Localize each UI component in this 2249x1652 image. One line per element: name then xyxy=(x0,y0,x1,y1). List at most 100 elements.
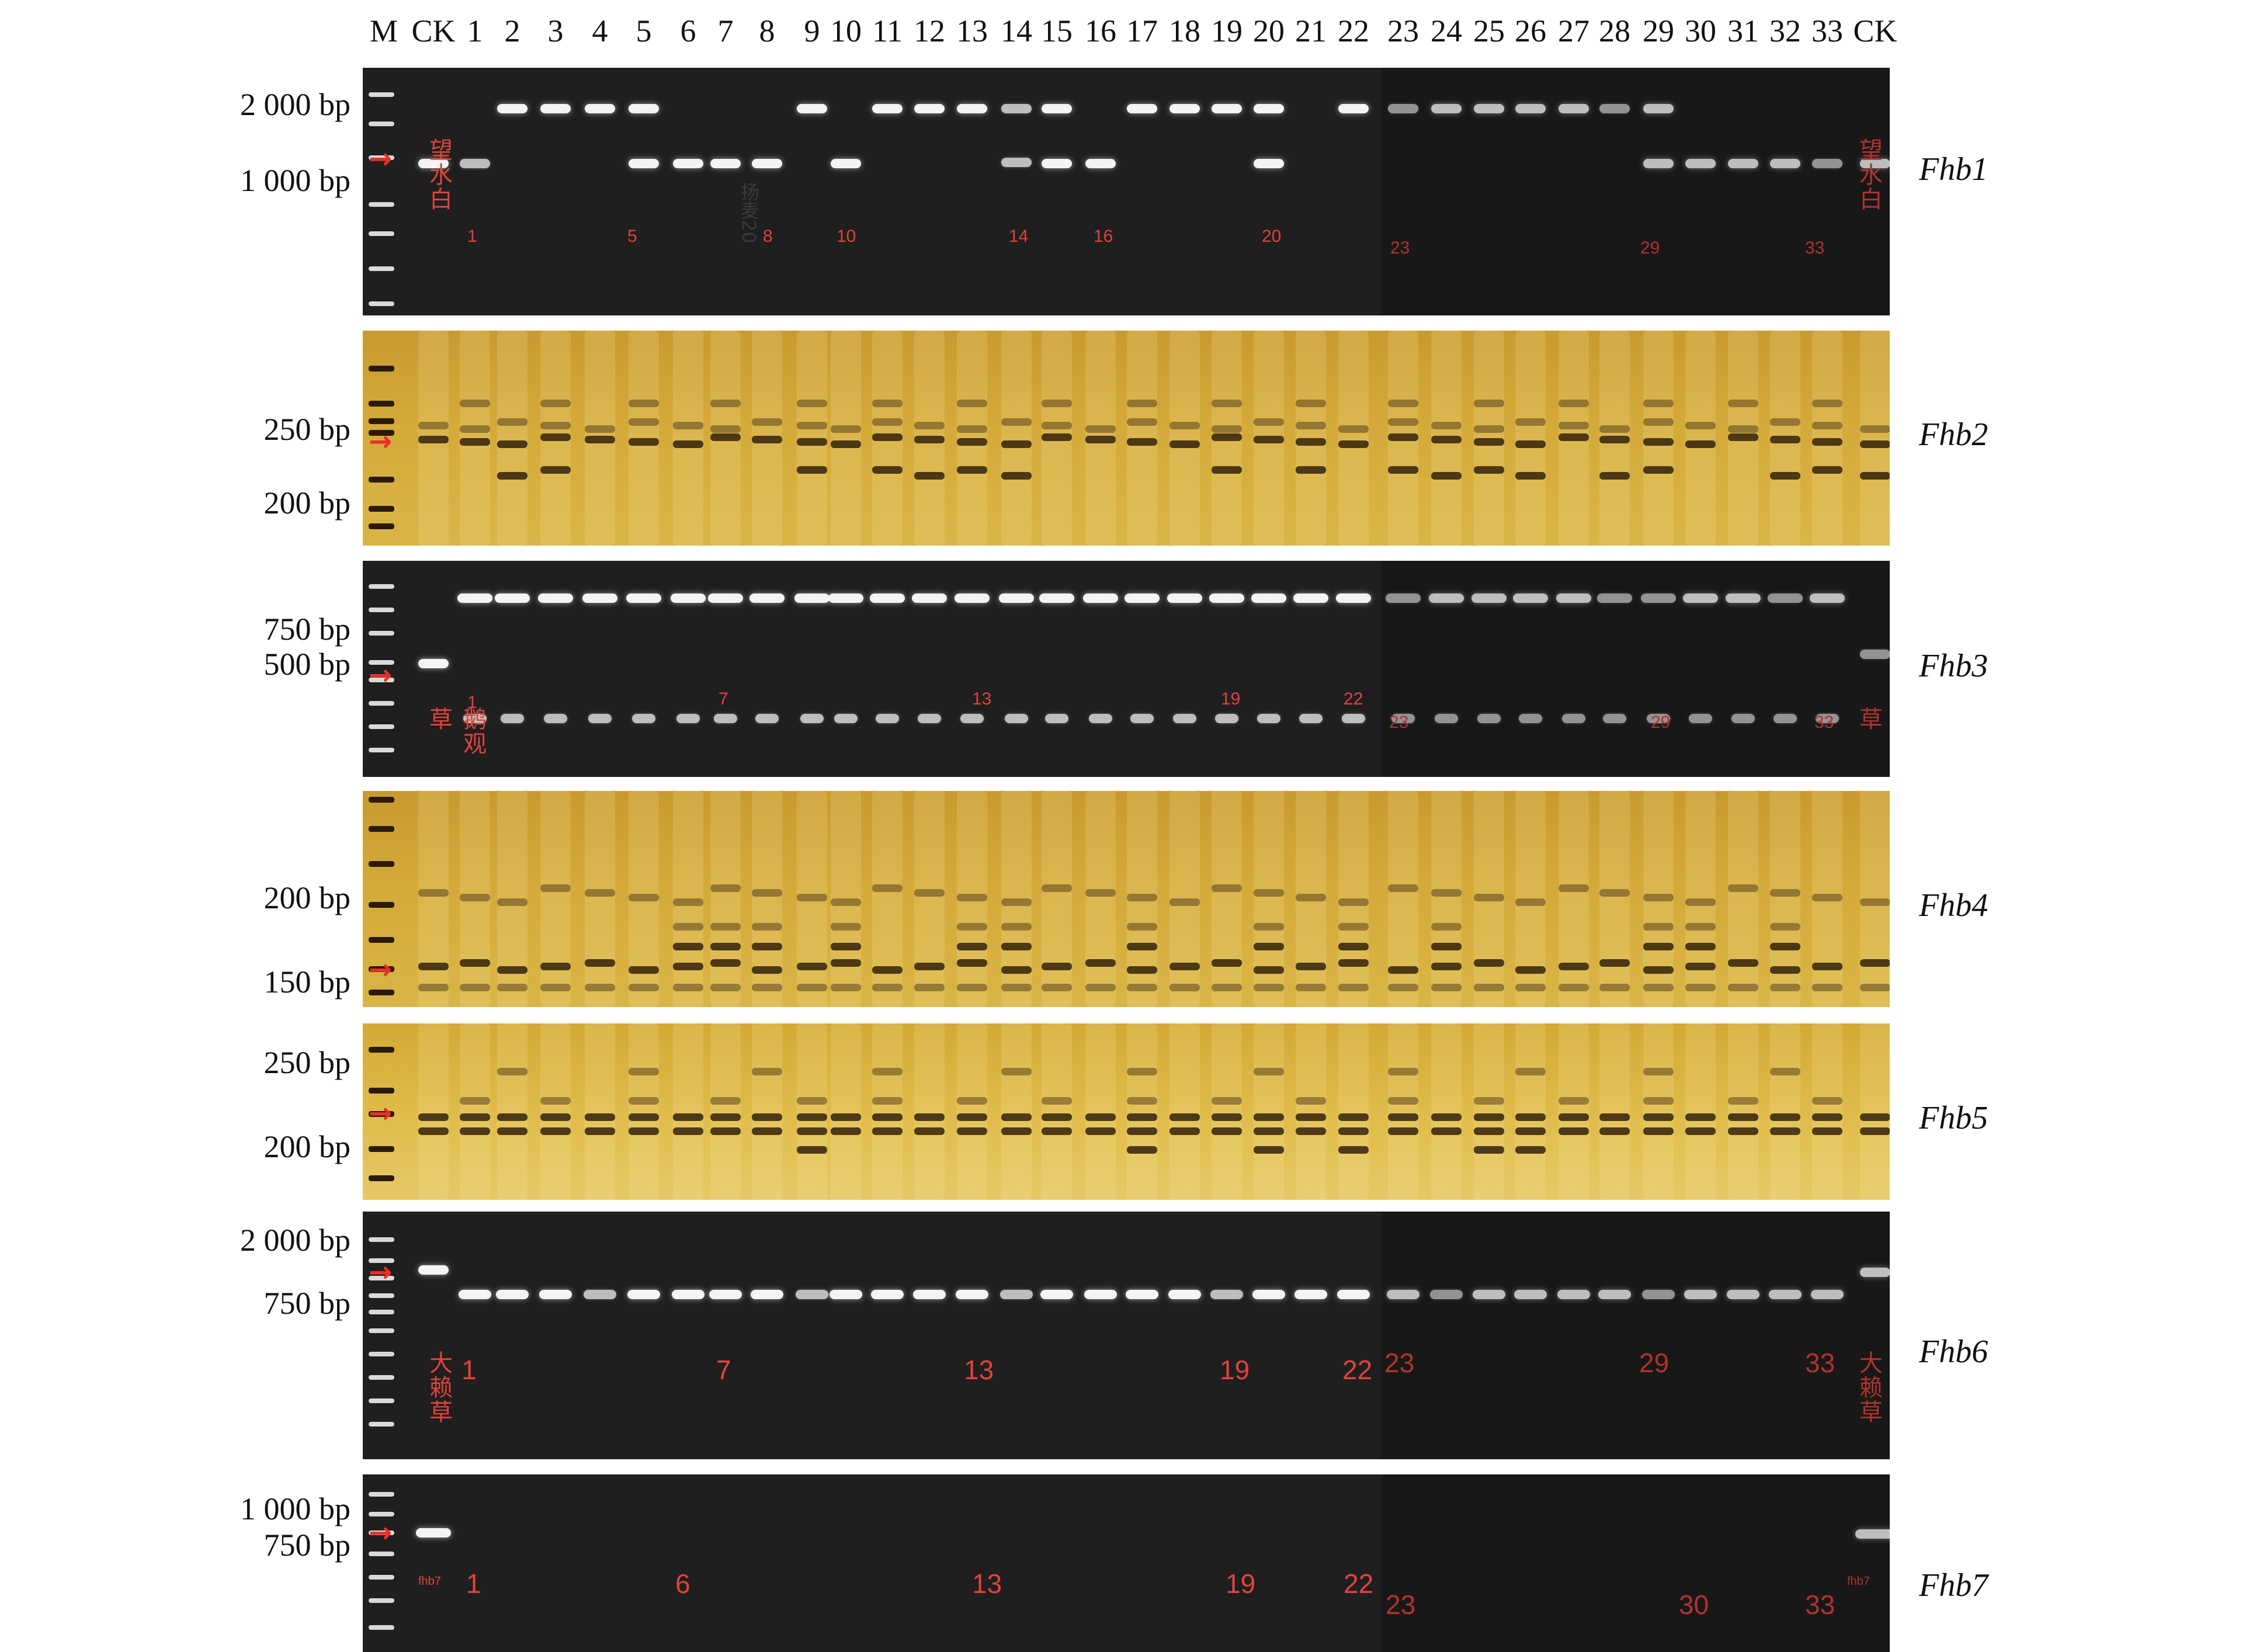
gel-band xyxy=(460,1097,490,1105)
gel-band xyxy=(872,418,903,426)
gel-band xyxy=(1860,650,1890,659)
gel-band xyxy=(1084,1290,1117,1299)
ladder-band xyxy=(369,401,394,407)
lane-header-28: 27 xyxy=(1558,13,1589,48)
gel-band xyxy=(629,1097,659,1105)
gel-band xyxy=(1338,425,1369,433)
gel-band xyxy=(1296,438,1326,446)
gel-band xyxy=(457,594,492,603)
gel-band xyxy=(1169,963,1200,970)
gel-band xyxy=(1388,433,1418,441)
lane-header-31: 30 xyxy=(1685,13,1716,48)
gel-band xyxy=(914,984,945,991)
ladder-band xyxy=(369,701,394,706)
lane-header-0: M xyxy=(369,13,398,48)
gel-band xyxy=(1127,1068,1157,1075)
gel-band xyxy=(1254,104,1284,113)
gel-band xyxy=(1474,400,1504,407)
ladder-band xyxy=(369,724,394,729)
gel-band xyxy=(672,1290,704,1299)
gel-band xyxy=(1431,963,1462,970)
gel-band xyxy=(1559,400,1589,407)
ladder-band xyxy=(369,523,394,529)
gel-band xyxy=(1685,963,1716,970)
lane-mark: 大赖草 xyxy=(1855,1351,1882,1424)
gel-band xyxy=(1474,425,1504,433)
gel-band xyxy=(1045,714,1068,723)
gel-lane xyxy=(1685,331,1716,546)
lane-header-8: 7 xyxy=(717,13,734,48)
gel-band xyxy=(1641,594,1676,603)
gel-band xyxy=(671,594,706,603)
lane-header-13: 12 xyxy=(914,13,945,48)
target-arrow-icon: → xyxy=(369,1516,393,1549)
gel-band xyxy=(872,984,903,991)
gel-band xyxy=(1338,943,1369,950)
gel-band xyxy=(831,425,861,433)
gel-band xyxy=(1685,898,1716,906)
gel-band xyxy=(497,984,527,991)
gel-band xyxy=(629,438,659,446)
gel-lane xyxy=(1770,1023,1800,1200)
gel-band xyxy=(1728,433,1758,441)
gel-band xyxy=(1599,889,1630,897)
gel-band xyxy=(1085,959,1116,967)
gel-band xyxy=(497,440,527,448)
gel-band xyxy=(1212,104,1242,113)
gel-band xyxy=(418,659,449,668)
gel-band xyxy=(1685,1113,1716,1121)
gel-lane xyxy=(752,791,782,1007)
lane-header-27: 26 xyxy=(1515,13,1546,48)
gel-band xyxy=(710,943,741,950)
gel-band xyxy=(1338,1113,1369,1121)
gel-band xyxy=(797,1113,827,1121)
ladder-band xyxy=(369,1276,394,1280)
gel-band xyxy=(626,594,661,603)
gel-lane xyxy=(460,791,490,1007)
gel-band xyxy=(460,1127,490,1135)
gel-band xyxy=(1770,472,1800,480)
ladder-band xyxy=(369,430,394,436)
gel-panel-fhb6: → 大赖草 1 7 13 19 22 23 29 33 大赖草 xyxy=(363,1212,1890,1459)
gel-band xyxy=(1515,472,1546,480)
gel-band xyxy=(710,923,741,931)
gel-band xyxy=(1559,963,1589,970)
gel-band xyxy=(1001,1068,1032,1075)
size-label-fhb6-upper: 2 000 bp xyxy=(240,1223,350,1258)
lane-header-11: 10 xyxy=(830,13,862,48)
gel-band xyxy=(957,466,987,474)
gel-band xyxy=(585,984,615,991)
ladder-band xyxy=(369,660,394,665)
gel-band xyxy=(831,959,861,967)
gel-band xyxy=(1685,984,1716,991)
gel-band xyxy=(1477,714,1501,723)
gel-band xyxy=(1515,1068,1546,1075)
target-arrow-icon: → xyxy=(369,425,393,458)
gel-band xyxy=(1728,159,1758,168)
gel-band xyxy=(1643,159,1674,168)
gel-lane xyxy=(1388,791,1418,1007)
gel-band xyxy=(831,159,861,168)
gel-band xyxy=(872,433,903,441)
gel-lane xyxy=(872,791,903,1007)
gel-band xyxy=(957,400,987,407)
gel-band xyxy=(1515,440,1546,448)
gel-band xyxy=(585,104,615,113)
gel-band xyxy=(497,898,527,906)
ladder-band xyxy=(369,990,394,995)
ladder-band xyxy=(369,92,394,97)
size-label-fhb1-lower: 1 000 bp xyxy=(240,163,350,198)
gel-band xyxy=(540,1097,571,1105)
gel-band xyxy=(1212,1127,1242,1135)
gel-band xyxy=(673,440,703,448)
gel-band xyxy=(673,923,703,931)
gel-band xyxy=(1296,984,1326,991)
lane-header-12: 11 xyxy=(872,13,903,48)
gel-band xyxy=(1387,1290,1419,1299)
lane-header-29: 28 xyxy=(1599,13,1630,48)
gel-lane xyxy=(418,1023,449,1200)
gel-band xyxy=(1599,1113,1630,1121)
gel-lane xyxy=(1127,1023,1157,1200)
gel-lane xyxy=(1559,1023,1589,1200)
gel-band xyxy=(918,714,941,723)
